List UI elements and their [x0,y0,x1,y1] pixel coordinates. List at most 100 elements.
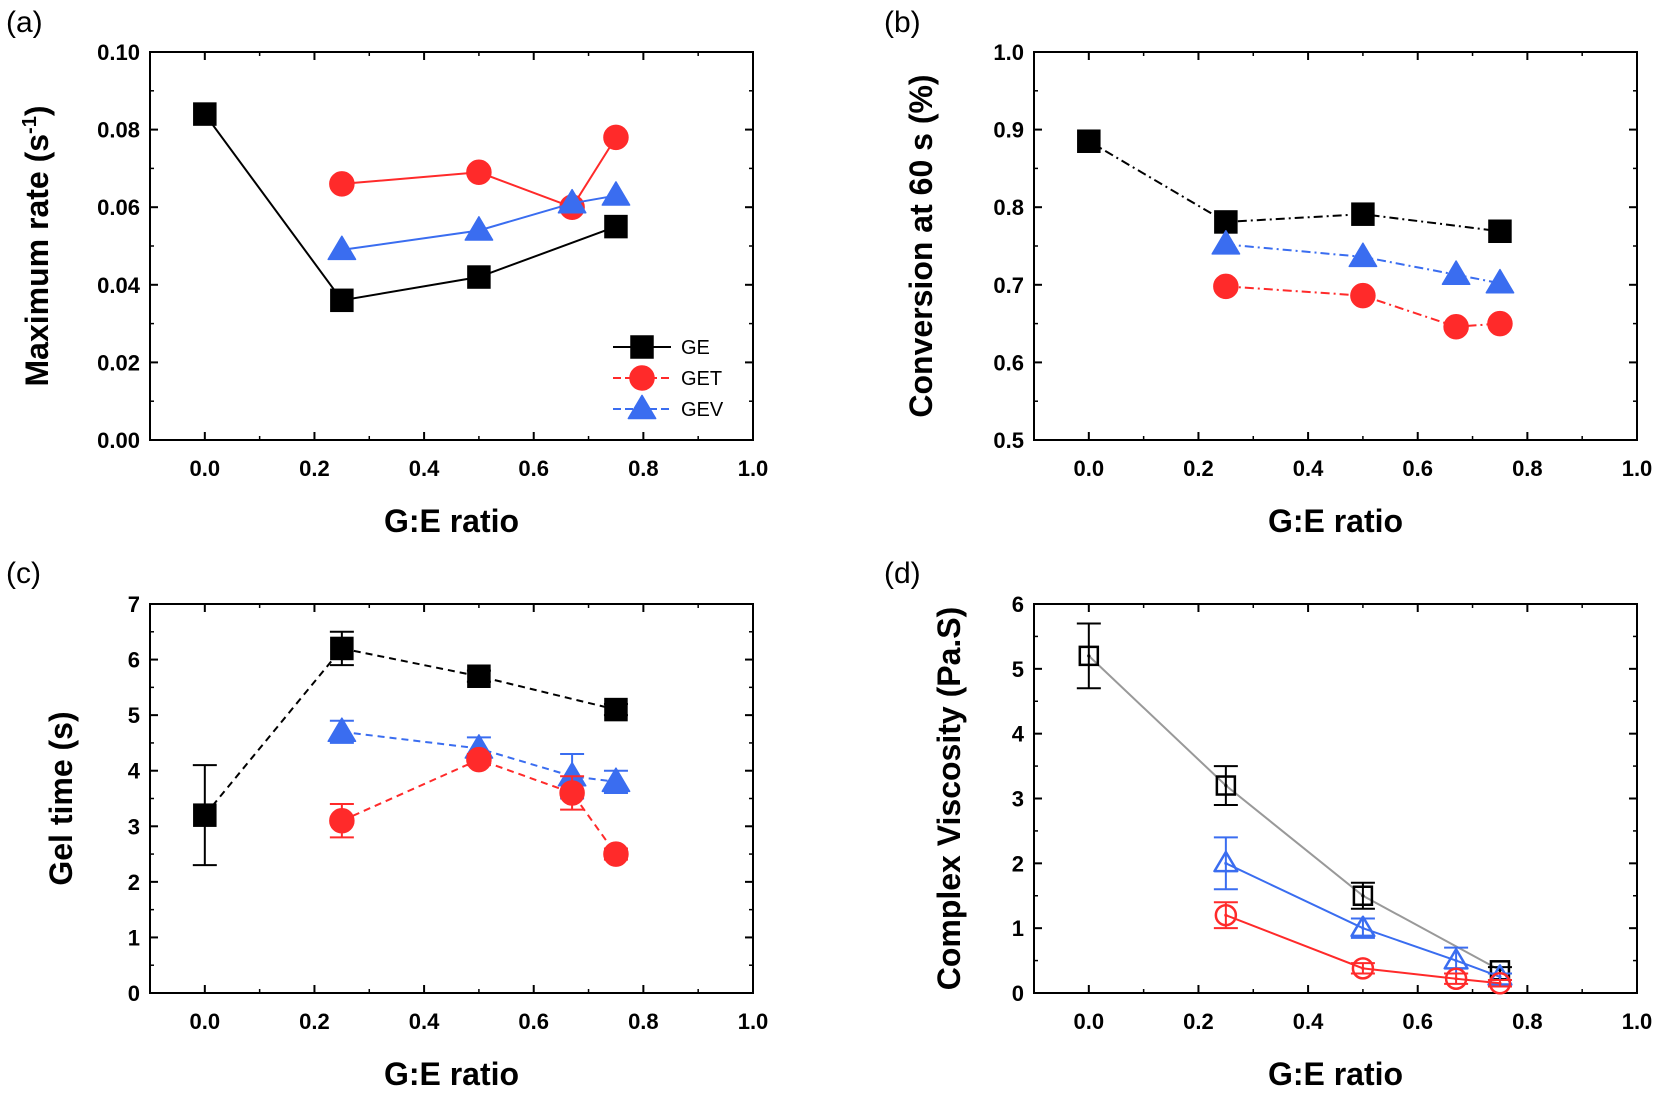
y-tick-label: 0.8 [993,195,1024,220]
y-tick-label: 1 [128,925,140,950]
chart-panel-a: (a) 0.0 0.2 0.4 0.6 0.8 1.0 0.00 0.02 0.04 0.06 0.0… [6,6,768,539]
panel-letter: (d) [884,557,921,590]
x-tick-label: 0.8 [1512,1009,1543,1034]
data-point [464,216,494,241]
data-point [330,288,354,313]
data-point [1444,967,1468,990]
x-tick-label: 0.8 [628,1009,659,1034]
data-point [603,124,629,151]
data-point [1485,268,1515,294]
series-line [1088,655,1501,972]
data-point [1487,310,1513,337]
data-point [467,664,491,688]
y-tick-label: 3 [128,814,140,839]
series-2 [329,746,629,867]
series-1 [1211,230,1515,294]
data-point [193,102,217,126]
chart-panel-b: (b) 0.0 0.2 0.4 0.6 0.8 1.0 0.5 0.6 0.7 0.8 0.9 1.0 G… [884,6,1652,539]
data-point-center-dot [1361,926,1365,930]
series-line [341,730,617,783]
data-point [329,171,355,197]
data-point [604,214,628,239]
x-tick-label: 0.4 [1293,1009,1324,1034]
data-point [1214,903,1238,927]
data-point [1443,313,1469,340]
y-tick-label: 4 [1012,722,1025,747]
y-axis-title-end: ) [19,106,55,117]
x-tick-label: 0.2 [1183,1009,1214,1034]
series-line [1225,862,1501,978]
series-ge [193,102,628,313]
data-point [1352,885,1374,906]
series-line [341,758,617,855]
chart-panel-d: (d) 0.0 0.2 0.4 0.6 0.8 1.0 0 1 2 3 4 5 6 G:E ratio Com… [884,557,1652,1092]
x-tick-label: 0.0 [190,456,221,481]
data-point [1213,850,1239,873]
plot-frame [149,51,754,441]
series-2 [1213,901,1512,995]
data-point [1488,219,1512,244]
x-axis-title: G:E ratio [1268,1056,1403,1092]
x-tick-label: 0.4 [1293,456,1324,481]
plot-frame [1033,51,1638,441]
data-point [1350,282,1376,309]
x-tick-label: 1.0 [738,456,769,481]
x-tick-label: 0.4 [409,456,440,481]
x-tick-label: 0.6 [1402,1009,1433,1034]
legend-marker [627,394,657,420]
y-tick-label: 4 [128,759,141,784]
data-point-center-dot [1224,861,1228,865]
data-point-center-dot [1498,981,1502,985]
series-get [329,124,629,220]
data-point [559,780,585,806]
x-tick-label: 0.2 [299,1009,330,1034]
y-tick-label: 0.02 [97,350,140,375]
y-tick-label: 0.00 [97,428,140,453]
plot-frame [149,603,754,994]
x-tick-label: 0.6 [1402,456,1433,481]
series-line [204,113,617,302]
series-line [341,136,617,209]
y-tick-label: 2 [1012,851,1024,876]
y-tick-label: 5 [1012,657,1024,682]
x-tick-label: 0.8 [628,456,659,481]
data-point [466,746,492,773]
y-tick-label: 0.08 [97,118,140,143]
y-tick-label: 6 [1012,592,1024,617]
x-tick-label: 0.0 [1074,1009,1105,1034]
data-point-center-dot [1454,977,1458,981]
y-tick-label: 0.9 [993,118,1024,143]
x-axis-title: G:E ratio [384,1056,519,1092]
y-tick-label: 7 [128,592,140,617]
data-point [1441,260,1471,285]
x-tick-label: 0.6 [518,456,549,481]
y-axis-title: Complex Viscosity (Pa.S) [931,607,967,991]
data-point [1348,242,1378,268]
y-tick-label: 6 [128,648,140,673]
data-point [601,767,631,793]
x-axis-title: G:E ratio [384,503,519,539]
y-tick-label: 0.06 [97,195,140,220]
chart-panel-c: (c) 0.0 0.2 0.4 0.6 0.8 1.0 0 1 2 3 4 5 6 7 G:E ratio Ge… [6,557,768,1092]
data-point [1350,915,1376,938]
y-axis-title: Gel time (s) [43,711,79,885]
series-2 [1213,273,1513,340]
y-tick-label: 3 [1012,787,1024,812]
y-tick-label: 0 [128,981,140,1006]
data-point [557,188,587,214]
data-point-center-dot [1224,783,1228,788]
legend: GE GET GEV [613,335,724,421]
data-point [1214,210,1238,234]
data-point [601,181,631,206]
series-gev [327,181,631,261]
data-point-center-dot [1224,913,1228,917]
panel-letter: (b) [884,6,921,39]
x-tick-label: 0.8 [1512,456,1543,481]
panel-letter: (a) [6,6,43,39]
legend-label: GEV [681,399,724,421]
legend-label: GET [681,368,722,390]
legend-marker [629,365,655,391]
data-point [1078,645,1100,667]
y-axis-title: Maximum rate (s-1) [19,106,55,387]
data-point [330,636,354,661]
